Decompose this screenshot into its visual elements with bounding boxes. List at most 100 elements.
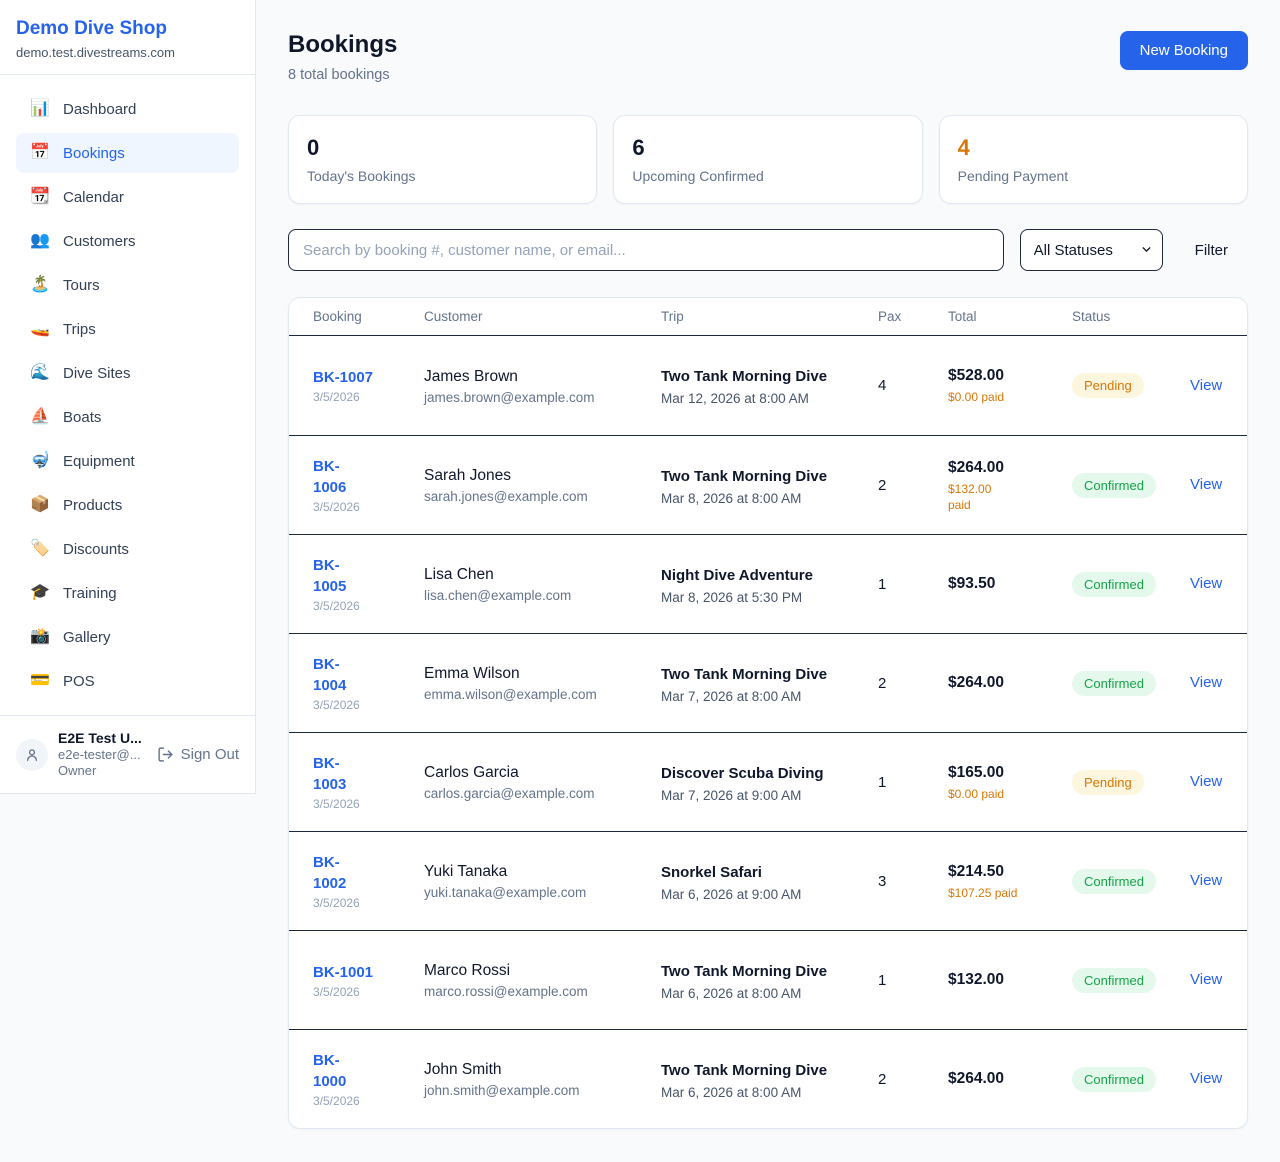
trip-name: Two Tank Morning Dive	[661, 962, 828, 980]
sidebar-item-customers[interactable]: 👥 Customers	[16, 221, 239, 261]
customer-email: lisa.chen@example.com	[424, 588, 572, 603]
customer-cell: Sarah Jones sarah.jones@example.com	[424, 466, 661, 504]
view-link[interactable]: View	[1190, 674, 1223, 691]
status-badge: Confirmed	[1072, 670, 1156, 696]
user-role: Owner	[58, 763, 97, 778]
sidebar-item-training[interactable]: 🎓 Training	[16, 573, 239, 613]
view-link[interactable]: View	[1190, 773, 1223, 790]
customer-cell: James Brown james.brown@example.com	[424, 367, 661, 405]
sidebar-item-trips[interactable]: 🚤 Trips	[16, 309, 239, 349]
sidebar-item-calendar[interactable]: 📆 Calendar	[16, 177, 239, 217]
view-link[interactable]: View	[1190, 872, 1223, 889]
view-link[interactable]: View	[1190, 1070, 1223, 1087]
status-cell: Confirmed	[1072, 670, 1190, 696]
total-cell: $264.00	[948, 1069, 1072, 1089]
status-cell: Confirmed	[1072, 1066, 1190, 1092]
status-filter-select[interactable]: All Statuses	[1019, 229, 1163, 271]
sign-out-button[interactable]: Sign Out	[157, 746, 239, 763]
trip-name: Snorkel Safari	[661, 863, 762, 881]
speedboat-icon: 🚤	[30, 320, 50, 337]
customer-name: Yuki Tanaka	[424, 863, 508, 880]
total-amount: $528.00	[948, 367, 1005, 384]
sidebar-item-discounts[interactable]: 🏷️ Discounts	[16, 529, 239, 569]
booking-id-link[interactable]: BK- 1000	[313, 1052, 347, 1090]
sidebar-item-pos[interactable]: 💳 POS	[16, 661, 239, 701]
sidebar-item-dive-sites[interactable]: 🌊 Dive Sites	[16, 353, 239, 393]
trip-name: Two Tank Morning Dive	[661, 1061, 828, 1079]
search-input[interactable]	[288, 229, 1004, 271]
booking-date: 3/5/2026	[313, 984, 360, 999]
sidebar-item-boats[interactable]: ⛵ Boats	[16, 397, 239, 437]
booking-id-link[interactable]: BK- 1004	[313, 656, 347, 694]
tear-off-calendar-icon: 📆	[30, 188, 50, 205]
booking-id-link[interactable]: BK- 1006	[313, 458, 347, 496]
booking-id-link[interactable]: BK-1007	[313, 369, 374, 386]
stat-card-todays-bookings: 0 Today's Bookings	[288, 115, 598, 204]
stat-value: 4	[957, 135, 970, 160]
booking-date: 3/5/2026	[313, 390, 360, 404]
paid-amount: $132.00 paid	[948, 481, 992, 512]
total-cell: $165.00 $0.00 paid	[948, 763, 1072, 802]
total-cell: $264.00	[948, 673, 1072, 693]
pax-count: 3	[878, 872, 887, 890]
status-cell: Confirmed	[1072, 571, 1190, 597]
sidebar-item-label: Tours	[63, 276, 100, 294]
trip-name: Two Tank Morning Dive	[661, 368, 828, 385]
column-header-total: Total	[948, 309, 977, 324]
sidebar-item-label: Equipment	[63, 452, 135, 470]
total-amount: $214.50	[948, 862, 1005, 880]
actions-cell: View	[1190, 773, 1234, 791]
booking-date: 3/5/2026	[313, 1094, 360, 1108]
pax-count: 4	[878, 377, 887, 394]
status-badge: Pending	[1072, 373, 1144, 398]
table-row: BK- 1000 3/5/2026 John Smith john.smith@…	[289, 1029, 1247, 1128]
customer-name: Sarah Jones	[424, 467, 512, 484]
booking-id-link[interactable]: BK- 1003	[313, 755, 347, 793]
booking-date: 3/5/2026	[313, 599, 360, 613]
stat-value: 6	[632, 135, 645, 160]
sidebar-item-equipment[interactable]: 🤿 Equipment	[16, 441, 239, 481]
filter-button[interactable]: Filter	[1179, 242, 1248, 259]
booking-cell: BK-1007 3/5/2026	[313, 367, 424, 404]
trip-cell: Night Dive Adventure Mar 8, 2026 at 5:30…	[661, 564, 878, 605]
sidebar-item-dashboard[interactable]: 📊 Dashboard	[16, 89, 239, 129]
customer-cell: Lisa Chen lisa.chen@example.com	[424, 565, 661, 603]
booking-id-link[interactable]: BK-1001	[313, 963, 374, 981]
trip-datetime: Mar 8, 2026 at 8:00 AM	[661, 490, 802, 506]
view-link[interactable]: View	[1190, 476, 1223, 493]
shop-domain: demo.test.divestreams.com	[16, 45, 175, 60]
trip-datetime: Mar 12, 2026 at 8:00 AM	[661, 391, 809, 406]
view-link[interactable]: View	[1190, 575, 1223, 592]
person-icon	[27, 748, 37, 761]
view-link[interactable]: View	[1190, 376, 1223, 394]
total-bookings-count: 8 total bookings	[288, 67, 390, 83]
bookings-table: Booking Customer Trip Pax Total Status B…	[288, 297, 1248, 1129]
customer-cell: John Smith john.smith@example.com	[424, 1060, 661, 1098]
paid-amount: $0.00 paid	[948, 786, 1005, 801]
trip-cell: Discover Scuba Diving Mar 7, 2026 at 9:0…	[661, 762, 878, 803]
total-amount: $264.00	[948, 458, 1005, 476]
booking-cell: BK-1001 3/5/2026	[313, 962, 424, 999]
sidebar-item-products[interactable]: 📦 Products	[16, 485, 239, 525]
view-link[interactable]: View	[1190, 971, 1223, 988]
sidebar-nav: 📊 Dashboard 📅 Bookings 📆 Calendar 👥 Cust…	[0, 75, 255, 715]
booking-cell: BK- 1006 3/5/2026	[313, 456, 424, 514]
total-cell: $93.50	[948, 574, 1072, 594]
page-header: Bookings 8 total bookings New Booking	[288, 31, 1248, 83]
booking-id-link[interactable]: BK- 1005	[313, 557, 347, 595]
total-cell: $264.00 $132.00 paid	[948, 458, 1072, 513]
sidebar-item-tours[interactable]: 🏝️ Tours	[16, 265, 239, 305]
table-row: BK- 1005 3/5/2026 Lisa Chen lisa.chen@ex…	[289, 534, 1247, 633]
status-cell: Pending	[1072, 769, 1190, 795]
sidebar-item-bookings[interactable]: 📅 Bookings	[16, 133, 239, 173]
sidebar-item-gallery[interactable]: 📸 Gallery	[16, 617, 239, 657]
customer-name: John Smith	[424, 1061, 502, 1078]
trip-name: Two Tank Morning Dive	[661, 467, 828, 485]
status-cell: Pending	[1072, 373, 1190, 398]
trip-datetime: Mar 7, 2026 at 8:00 AM	[661, 688, 802, 704]
new-booking-button[interactable]: New Booking	[1119, 31, 1248, 70]
trip-cell: Two Tank Morning Dive Mar 12, 2026 at 8:…	[661, 365, 878, 406]
sidebar-item-label: Calendar	[63, 188, 124, 206]
booking-id-link[interactable]: BK- 1002	[313, 854, 347, 892]
trip-cell: Two Tank Morning Dive Mar 6, 2026 at 8:0…	[661, 960, 878, 1001]
